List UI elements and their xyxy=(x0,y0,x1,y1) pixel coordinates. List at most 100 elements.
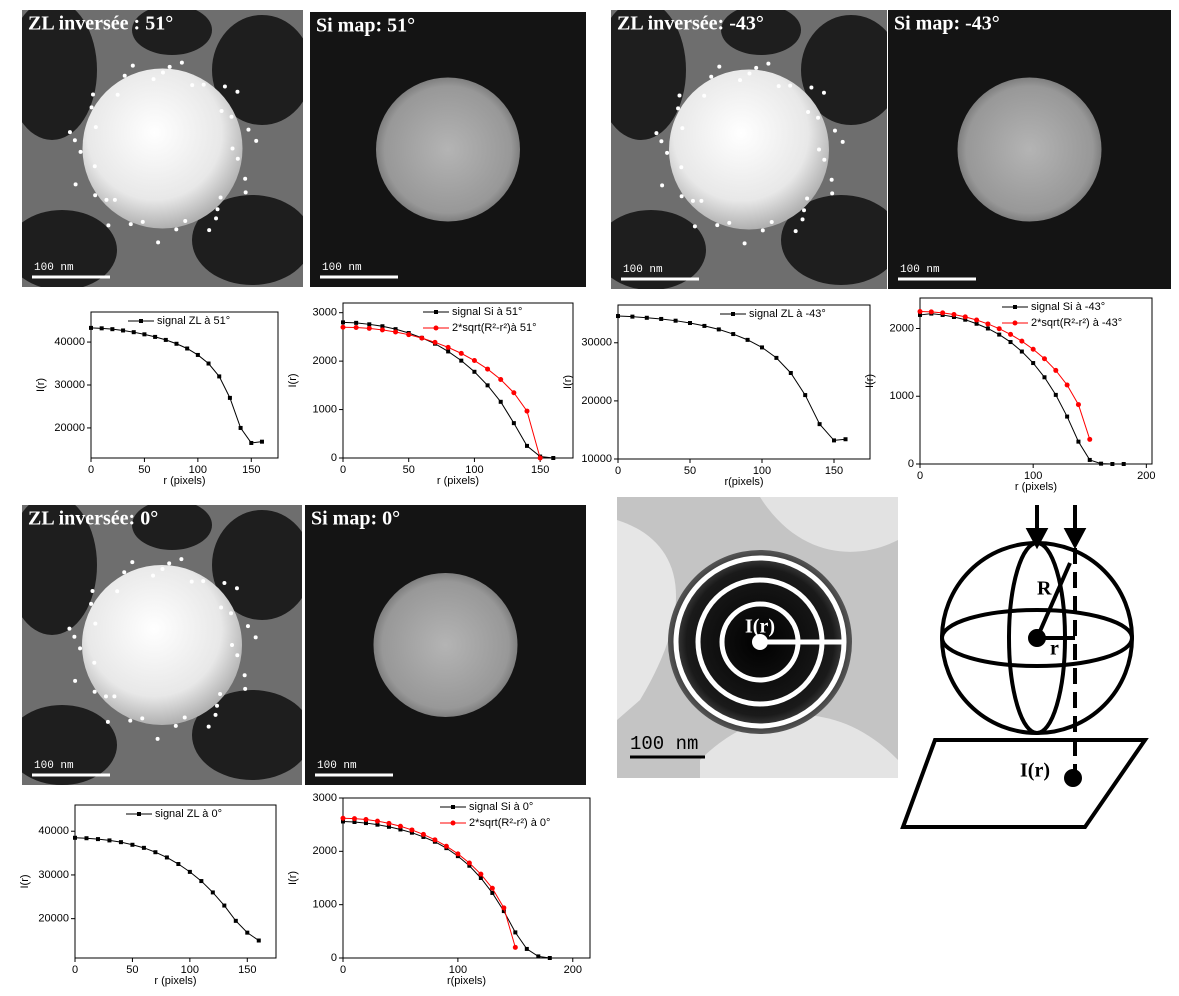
hole xyxy=(22,210,117,287)
data-point xyxy=(245,930,250,935)
data-point xyxy=(363,816,369,822)
nanoparticle xyxy=(816,115,821,120)
hole xyxy=(212,15,303,125)
data-point xyxy=(985,326,990,331)
y-axis-label: I(r) xyxy=(287,373,299,387)
y-tick-label: 40000 xyxy=(38,825,69,837)
hole xyxy=(212,510,302,620)
data-point xyxy=(393,329,399,335)
data-point xyxy=(498,399,503,404)
data-point xyxy=(1031,361,1036,366)
data-point xyxy=(917,309,923,315)
legend-marker xyxy=(1012,320,1018,326)
x-tick-label: 0 xyxy=(72,964,78,976)
data-point xyxy=(95,837,100,842)
legend-marker xyxy=(433,325,439,331)
nanoparticle xyxy=(219,108,224,113)
data-point xyxy=(340,324,346,330)
y-tick-label: 3000 xyxy=(313,307,337,319)
data-point xyxy=(249,440,254,445)
nanoparticle xyxy=(156,240,161,245)
data-point xyxy=(512,944,518,950)
plot-frame xyxy=(342,797,591,959)
y-axis-label: I(r) xyxy=(287,871,299,885)
data-point xyxy=(951,312,957,318)
data-point xyxy=(455,851,461,857)
data-point xyxy=(121,328,126,333)
hole xyxy=(192,195,303,285)
nanoparticle xyxy=(105,719,110,724)
data-point xyxy=(153,334,158,339)
panel-title: ZL inversée: 0° xyxy=(28,508,158,530)
nanoparticle xyxy=(67,130,72,135)
nanoparticle xyxy=(174,227,179,232)
nanoparticle xyxy=(130,63,135,68)
micrograph: ZL inversée : 51° 100 nm xyxy=(22,10,303,287)
data-point xyxy=(832,438,836,443)
data-point xyxy=(153,850,158,855)
nanoparticle xyxy=(160,567,165,572)
legend-label: signal Si à 0° xyxy=(469,801,533,813)
legend-label: 2*sqrt(R²-r²)à 51° xyxy=(452,322,536,334)
particle xyxy=(669,69,829,230)
nanoparticle xyxy=(140,716,145,721)
y-tick-label: 3000 xyxy=(313,792,337,804)
data-point xyxy=(351,816,357,822)
nanoparticle xyxy=(93,621,98,626)
legend-marker xyxy=(139,319,143,323)
data-point xyxy=(363,821,368,826)
data-point xyxy=(432,339,438,345)
scale-bar-label: 100 nm xyxy=(900,264,940,276)
data-point xyxy=(1065,414,1070,419)
nanoparticle xyxy=(213,712,218,717)
data-point xyxy=(131,330,136,335)
data-point xyxy=(985,321,991,327)
data-point xyxy=(803,393,808,398)
x-tick-label: 50 xyxy=(684,465,696,477)
nanoparticle xyxy=(92,660,97,665)
x-tick-label: 150 xyxy=(238,964,256,976)
nanoparticle xyxy=(654,131,659,136)
nanoparticle xyxy=(222,580,227,585)
data-point xyxy=(962,314,968,320)
legend-marker xyxy=(137,812,141,816)
data-point xyxy=(501,905,507,911)
legend-marker xyxy=(450,820,456,826)
legend-label: 2*sqrt(R²-r²) à 0° xyxy=(469,817,550,829)
data-point xyxy=(489,885,495,891)
data-point xyxy=(1019,338,1025,344)
data-point xyxy=(1076,439,1081,444)
hole xyxy=(22,10,97,140)
y-axis-label: I(r) xyxy=(19,874,31,888)
data-point xyxy=(918,312,922,317)
hole xyxy=(192,690,302,780)
nanoparticle xyxy=(235,653,240,658)
x-axis-label: r(pixels) xyxy=(447,975,486,987)
data-point xyxy=(420,831,426,837)
nanoparticle xyxy=(72,138,77,143)
data-point xyxy=(788,370,793,375)
data-point xyxy=(536,954,541,959)
plot-frame xyxy=(342,302,574,459)
nanoparticle xyxy=(254,138,259,143)
data-point xyxy=(409,830,414,835)
nanoparticle xyxy=(215,207,220,212)
x-tick-label: 100 xyxy=(465,464,483,476)
data-point xyxy=(472,369,477,374)
y-tick-label: 2000 xyxy=(890,322,914,334)
nanoparticle xyxy=(676,106,681,111)
data-point xyxy=(341,320,345,325)
scale-bar-label: 100 nm xyxy=(34,760,74,772)
nanoparticle xyxy=(160,70,165,75)
data-point xyxy=(997,332,1002,337)
y-tick-label: 20000 xyxy=(38,913,69,925)
legend-label: signal ZL à -43° xyxy=(749,308,826,320)
nanoparticle xyxy=(92,689,97,694)
nanoparticle xyxy=(727,220,732,225)
y-tick-label: 30000 xyxy=(54,379,85,391)
nanoparticle xyxy=(89,601,94,606)
y-tick-label: 0 xyxy=(331,952,337,964)
data-point xyxy=(217,374,222,379)
plot-frame xyxy=(74,804,277,959)
y-tick-label: 10000 xyxy=(581,453,612,465)
